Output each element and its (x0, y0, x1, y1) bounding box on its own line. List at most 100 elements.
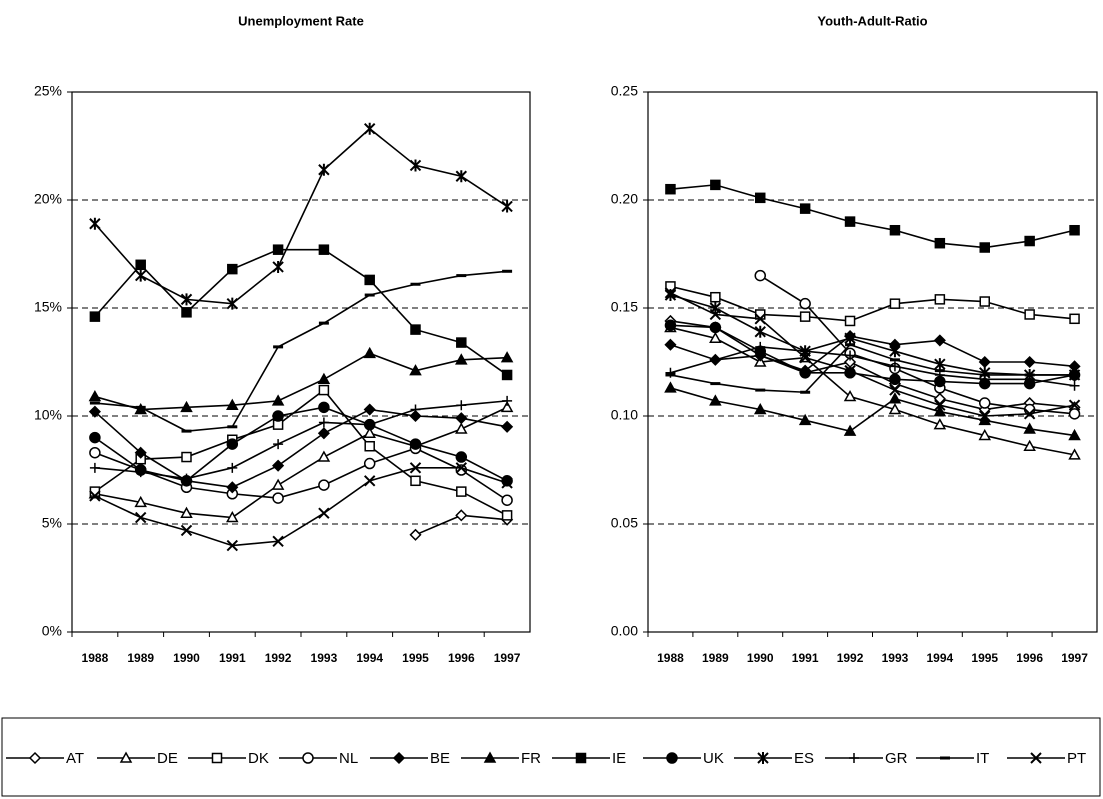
marker (272, 410, 284, 422)
marker (664, 381, 677, 393)
chart-title: Unemployment Rate (238, 13, 364, 28)
marker (501, 477, 513, 489)
marker (226, 297, 239, 310)
marker (226, 510, 239, 523)
marker-shape (888, 402, 902, 415)
x-tick-label: 1989 (127, 651, 154, 665)
marker-shape (1068, 408, 1081, 420)
marker-shape (501, 510, 513, 521)
marker (845, 350, 856, 361)
series-line (670, 294, 1075, 376)
marker (501, 420, 514, 433)
marker (180, 506, 193, 518)
marker-shape (754, 313, 766, 325)
marker-shape (226, 510, 239, 523)
marker (664, 289, 677, 302)
legend-label: AT (66, 750, 84, 767)
marker-shape (754, 269, 766, 282)
x-tick-label: 1989 (702, 651, 729, 665)
marker-shape (1068, 448, 1081, 460)
marker (88, 390, 102, 402)
marker (934, 399, 946, 411)
marker-shape (753, 402, 767, 415)
series-line (670, 343, 1075, 394)
marker (226, 398, 239, 410)
marker (1024, 235, 1035, 247)
marker-shape (409, 528, 422, 541)
marker-shape (1023, 439, 1036, 451)
marker-shape (88, 405, 101, 418)
marker (979, 397, 991, 409)
marker-shape (933, 334, 946, 347)
x-tick-label: 1993 (311, 651, 338, 665)
series-line (759, 274, 1075, 415)
marker (1069, 380, 1080, 391)
marker-shape (709, 321, 722, 334)
marker-shape (1023, 408, 1036, 420)
marker (409, 528, 422, 541)
marker-shape (1023, 422, 1036, 434)
marker (272, 244, 284, 255)
marker-shape (799, 297, 811, 310)
marker-shape (392, 751, 406, 765)
marker (226, 481, 239, 494)
marker (272, 459, 285, 472)
marker-shape (135, 259, 146, 271)
marker-shape (272, 459, 285, 472)
marker (664, 287, 677, 299)
marker-shape (363, 403, 376, 416)
marker-shape (89, 217, 101, 230)
marker-shape (181, 307, 192, 318)
marker (89, 311, 101, 322)
marker-shape (933, 418, 947, 430)
marker-shape (664, 289, 677, 302)
marker-shape (889, 224, 901, 236)
marker-shape (710, 354, 721, 365)
marker-shape (709, 331, 722, 343)
marker (89, 446, 101, 459)
marker-shape (226, 297, 239, 310)
series-line (670, 324, 1075, 385)
marker (181, 307, 192, 318)
marker-shape (843, 424, 857, 436)
marker-shape (409, 364, 422, 376)
marker-shape (889, 298, 901, 309)
marker (363, 457, 376, 470)
marker-shape (979, 296, 990, 307)
marker-shape (89, 431, 101, 444)
legend-label: IE (612, 750, 626, 767)
marker (227, 462, 238, 473)
marker (500, 400, 514, 413)
marker-shape (1069, 224, 1080, 236)
marker-shape (318, 401, 330, 414)
marker-shape (934, 399, 946, 411)
legend-label: GR (885, 750, 908, 767)
marker-shape (134, 511, 147, 524)
marker (89, 490, 101, 502)
marker-shape (227, 263, 238, 275)
series-line (94, 447, 508, 501)
marker-shape (843, 390, 857, 402)
marker-shape (226, 438, 239, 450)
marker-shape (501, 369, 513, 381)
marker (134, 269, 147, 282)
marker-shape (664, 287, 677, 299)
legend-label: PT (1067, 750, 1086, 767)
x-tick-label: 1994 (926, 651, 953, 665)
marker-shape (456, 486, 467, 497)
marker (798, 413, 812, 426)
marker (889, 224, 901, 236)
series-line (94, 127, 508, 305)
legend-box (1, 717, 1101, 797)
marker (1023, 439, 1036, 451)
x-tick-label: 1990 (747, 651, 774, 665)
marker (455, 353, 468, 365)
chart-title: Youth-Adult-Ratio (817, 13, 927, 28)
marker (180, 400, 193, 413)
marker-shape (500, 400, 514, 413)
marker-shape (710, 291, 721, 303)
marker (88, 405, 101, 418)
y-tick-label: 0.10 (611, 407, 638, 423)
marker (753, 402, 767, 415)
marker-shape (934, 237, 946, 249)
